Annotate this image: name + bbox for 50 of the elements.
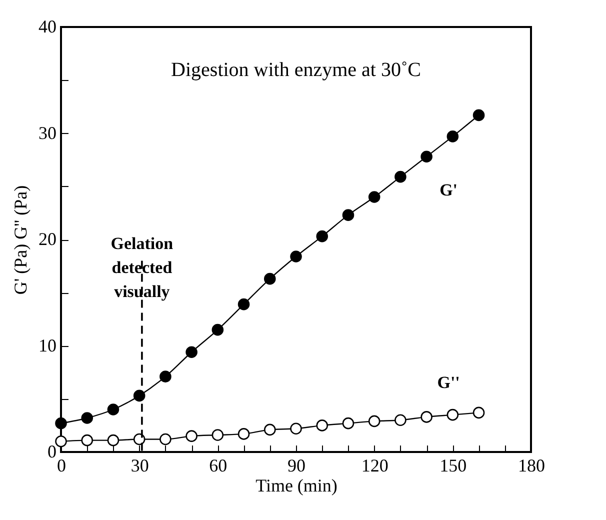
point <box>290 250 302 262</box>
point <box>316 230 328 242</box>
point <box>472 406 485 419</box>
y-tick-label: 30 <box>38 122 56 143</box>
point <box>446 130 459 142</box>
y-axis-title: G' (Pa) G'' (Pa) <box>10 185 30 295</box>
x-tick-label: 150 <box>440 456 467 476</box>
point <box>81 412 94 424</box>
y-tick-label: 20 <box>38 229 56 249</box>
point <box>342 209 354 221</box>
text: Digestion with enzyme at 30˚C <box>171 59 421 81</box>
ref-line-label: Gelation detected visually <box>110 234 174 301</box>
point <box>186 346 198 358</box>
x-tick-label: 90 <box>288 456 306 476</box>
point <box>107 404 120 416</box>
point <box>264 272 276 285</box>
point <box>186 430 198 442</box>
x-tick-label: 120 <box>361 456 388 476</box>
point <box>394 414 406 426</box>
point <box>55 435 67 448</box>
point <box>212 324 224 336</box>
point <box>290 422 302 435</box>
point <box>238 298 250 310</box>
point <box>446 408 459 421</box>
point <box>420 411 432 423</box>
series-label: G'' <box>437 372 460 392</box>
point <box>160 433 172 446</box>
x-tick-label: 30 <box>130 456 149 476</box>
point <box>81 434 94 446</box>
point <box>342 417 354 430</box>
x-tick-label: 180 <box>518 456 545 476</box>
y-tick-label: 10 <box>38 335 56 356</box>
point <box>394 170 406 183</box>
point <box>472 109 485 122</box>
series-label: G' <box>440 180 458 200</box>
x-tick-label: 60 <box>209 456 228 476</box>
point <box>238 428 250 440</box>
y-tick-label: 40 <box>38 16 56 36</box>
point <box>420 150 432 163</box>
x-axis-title: Time (min) <box>256 476 338 496</box>
point <box>160 370 172 382</box>
point <box>368 415 380 428</box>
point <box>368 191 380 203</box>
point <box>264 424 276 436</box>
point <box>316 420 328 432</box>
point <box>55 417 67 430</box>
y-tick-label: 0 <box>48 442 56 462</box>
point <box>212 429 224 441</box>
point <box>133 433 146 446</box>
point <box>107 434 120 446</box>
